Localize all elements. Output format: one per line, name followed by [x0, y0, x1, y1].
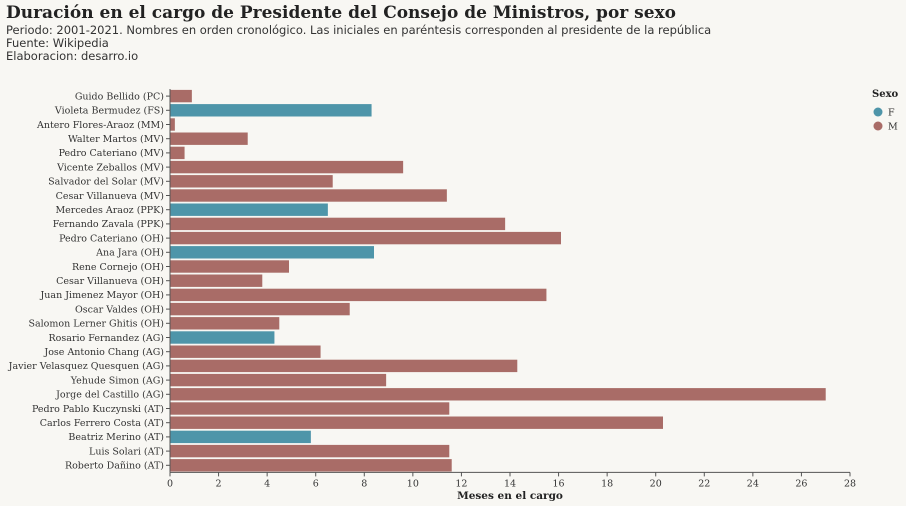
bar [170, 203, 328, 216]
bar [170, 345, 321, 358]
y-tick-label: Jorge del Castillo (AG) [55, 390, 164, 401]
y-tick-label: Salomon Lerner Ghitis (OH) [28, 319, 164, 330]
legend-label: M [888, 121, 898, 132]
x-tick-label: 12 [455, 478, 467, 489]
bars-group [170, 89, 826, 472]
y-tick-label: Beatriz Merino (AT) [68, 432, 164, 443]
y-tick-label: Ana Jara (OH) [95, 248, 164, 259]
x-tick-label: 28 [844, 478, 856, 489]
bar [170, 288, 547, 302]
bar [170, 175, 333, 188]
chart-subtitle: Periodo: 2001-2021. Nombres en orden cro… [6, 23, 712, 37]
legend-swatch [873, 107, 883, 117]
y-tick-label: Pedro Cateriano (OH) [59, 233, 164, 244]
bar [170, 274, 263, 287]
y-tick-label: Rosario Fernandez (AG) [49, 333, 164, 344]
x-tick-label: 10 [407, 478, 419, 489]
x-tick-label: 20 [650, 478, 662, 489]
y-tick-label: Salvador del Solar (MV) [48, 177, 164, 188]
bar [170, 89, 192, 103]
y-tick-label: Pedro Cateriano (MV) [59, 148, 164, 159]
bar [170, 430, 311, 444]
legend: Sexo FM [872, 89, 899, 132]
bar [170, 302, 350, 316]
x-axis-title: Meses en el cargo [457, 490, 563, 502]
y-tick-label: Fernando Zavala (PPK) [53, 219, 164, 230]
bar [170, 331, 275, 344]
legend-label: F [888, 107, 895, 118]
bar [170, 189, 447, 202]
x-tick-label: 18 [601, 478, 613, 489]
x-tick-label: 0 [167, 478, 173, 489]
y-tick-label: Rene Cornejo (OH) [72, 262, 164, 273]
x-tick-label: 22 [698, 478, 710, 489]
y-tick-label: Yehude Simon (AG) [70, 375, 164, 386]
bar [170, 246, 374, 259]
y-tick-label: Luis Solari (AT) [89, 446, 164, 457]
chart-credit: Elaboracion: desarro.io [6, 49, 139, 63]
y-tick-label: Guido Bellido (PC) [75, 91, 164, 102]
chart-title: Duración en el cargo de Presidente del C… [6, 3, 677, 23]
bar [170, 231, 561, 245]
bar [170, 317, 280, 330]
x-tick-label: 4 [264, 478, 270, 489]
bar [170, 160, 404, 174]
bar [170, 373, 387, 387]
bar [170, 416, 663, 429]
x-tick-label: 8 [361, 478, 367, 489]
x-axis: 0 2 4 6 8 10 12 14 16 18 20 22 24 26 28 [167, 89, 856, 489]
bar [170, 260, 289, 273]
y-tick-label: Vicente Zeballos (MV) [56, 162, 164, 173]
bar [170, 118, 175, 131]
bar [170, 359, 518, 373]
x-tick-label: 16 [553, 478, 565, 489]
bar [170, 388, 826, 401]
y-tick-label: Pedro Pablo Kuczynski (AT) [32, 404, 164, 415]
bar [170, 444, 450, 458]
y-tick-label: Antero Flores-Araoz (MM) [36, 120, 164, 131]
y-tick-label: Cesar Villanueva (MV) [56, 191, 164, 202]
y-tick-label: Roberto Dañino (AT) [65, 461, 164, 472]
y-axis-labels: Guido Bellido (PC) Violeta Bermudez (FS) A… [8, 91, 170, 472]
y-tick-label: Juan Jimenez Mayor (OH) [40, 290, 165, 301]
bar [170, 146, 185, 160]
bar [170, 217, 506, 231]
y-tick-label: Oscar Valdes (OH) [75, 304, 164, 315]
y-tick-label: Mercedes Araoz (PPK) [55, 205, 164, 216]
bar [170, 132, 248, 145]
y-tick-label: Cesar Villanueva (OH) [56, 276, 164, 287]
bar [170, 104, 372, 117]
x-tick-label: 6 [313, 478, 319, 489]
legend-title: Sexo [872, 89, 899, 100]
x-tick-label: 2 [216, 478, 222, 489]
legend-swatch [873, 121, 883, 131]
y-tick-label: Jose Antonio Chang (AG) [43, 347, 164, 358]
chart-header: Duración en el cargo de Presidente del C… [6, 3, 711, 63]
chart-source: Fuente: Wikipedia [6, 36, 109, 50]
y-tick-label: Walter Martos (MV) [68, 134, 164, 145]
x-tick-label: 14 [504, 478, 516, 489]
x-tick-label: 24 [747, 478, 759, 489]
y-tick-label: Javier Velasquez Quesquen (AG) [8, 361, 164, 372]
y-tick-label: Violeta Bermudez (FS) [54, 106, 164, 117]
bar [170, 459, 452, 472]
bar [170, 402, 450, 415]
x-tick-label: 26 [795, 478, 807, 489]
y-tick-label: Carlos Ferrero Costa (AT) [40, 418, 164, 429]
